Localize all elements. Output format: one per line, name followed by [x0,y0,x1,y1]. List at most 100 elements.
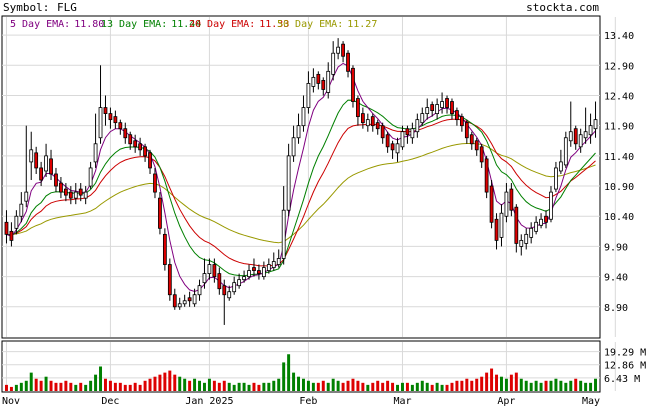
candle-body [390,143,395,151]
volume-bar [94,374,98,391]
candle [197,279,202,301]
volume-bar [108,380,112,391]
volume-bar [450,382,454,391]
candle-body [331,52,336,75]
candle-body [514,206,519,244]
candle [281,186,286,265]
candle [49,149,53,181]
candle-body [9,230,14,241]
candle [549,186,553,223]
candle-body [39,167,44,181]
volume-bars [4,354,598,391]
candle-body [143,146,147,157]
candle-body [68,191,73,199]
candle-body [464,122,469,139]
candle-body [430,104,435,111]
candle [103,95,108,126]
volume-bar [574,378,578,391]
candle [563,131,568,168]
candle-body [227,291,232,299]
volume-bar [361,382,365,391]
candle-body [445,98,449,108]
candle-body [529,227,534,238]
candle-body [578,134,583,148]
candle [578,128,583,153]
candle-body [593,119,598,130]
volume-bar [262,382,266,391]
candle [252,258,256,277]
candle-body [266,264,271,271]
candle-body [499,212,504,238]
candle-body [4,221,9,235]
volume-bar [509,374,513,391]
volume-bar [440,384,444,391]
volume-bar [529,382,533,391]
candle-body [494,218,499,241]
candle-body [539,218,543,226]
price-tick-label: 12.90 [604,61,634,72]
candle [346,50,350,78]
candle [177,297,182,310]
volume-bar [202,382,206,391]
candle-body [360,113,365,124]
candle-body [365,119,370,127]
volume-bar [138,384,142,391]
candle-body [459,116,464,127]
candle [172,288,177,310]
candle [242,270,246,283]
candle-body [103,107,108,115]
candle-body [524,233,529,244]
candle-body [321,79,326,90]
candle [356,95,360,126]
volume-bar [321,380,325,391]
candle [524,228,529,250]
candle-body [455,110,459,121]
candle [534,216,539,235]
volume-bar [391,382,395,391]
date-tick-label: Jan 2025 [185,396,233,406]
volume-bar [554,378,558,391]
volume-bar [445,384,449,391]
candle-body [44,155,48,172]
candle-body [479,146,484,163]
volume-bar [405,382,409,391]
candle-body [415,119,420,133]
candle-body [113,116,118,124]
candle [63,183,68,202]
volume-bar [282,362,286,391]
volume-bar [227,382,231,391]
volume-bar [465,378,469,391]
volume-panel-frame [1,340,601,393]
candle [385,131,390,153]
candle-body [187,297,192,302]
candle [108,107,113,129]
candle-body [489,185,494,223]
candle-body [247,270,251,278]
candle [494,213,499,250]
candle [336,38,341,60]
candle [375,119,380,135]
price-panel-frame [1,15,601,339]
candle-body [14,215,19,229]
candle [360,107,365,129]
volume-bar [514,372,518,391]
candle-body [202,273,207,284]
volume-bar [232,384,236,391]
candle [341,41,345,63]
volume-bar [420,380,424,391]
candle-body [420,113,425,124]
volume-bar [272,380,276,391]
volume-bar [193,378,197,391]
volume-bar [386,380,390,391]
candle [331,41,336,81]
candle [73,183,78,205]
volume-bar [84,384,88,391]
candle-body [484,158,489,193]
candle [19,192,24,223]
legend-ema13: 13 Day EMA: 11.44 [101,19,201,30]
candle [583,107,588,144]
volume-bar [306,380,310,391]
volume-bar [331,378,335,391]
price-tick-label: 10.90 [604,182,634,193]
